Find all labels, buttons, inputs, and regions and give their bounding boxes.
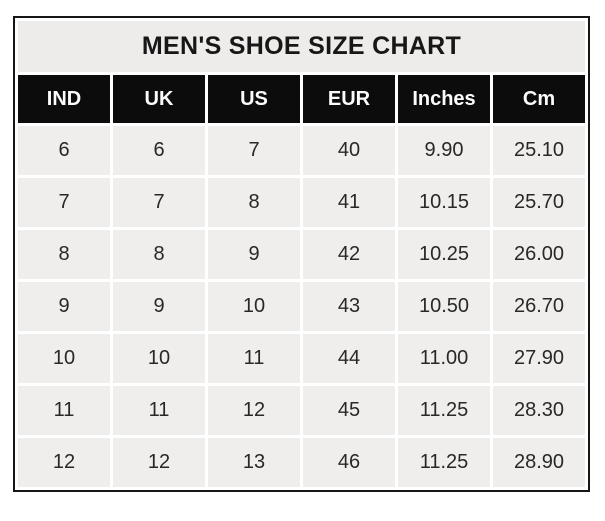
cell-cm-row7: 28.90: [493, 438, 585, 487]
cell-eur-row2: 41: [303, 178, 395, 227]
cell-uk-row4: 9: [113, 282, 205, 331]
column-header-inches: Inches: [398, 75, 490, 123]
cell-eur-row7: 46: [303, 438, 395, 487]
cell-ind-row4: 9: [18, 282, 110, 331]
cell-inches-row2: 10.15: [398, 178, 490, 227]
table-row: 12 12 13 46 11.25 28.90: [18, 438, 585, 487]
table-row: 10 10 11 44 11.00 27.90: [18, 334, 585, 383]
column-header-ind: IND: [18, 75, 110, 123]
cell-ind-row5: 10: [18, 334, 110, 383]
cell-us-row6: 12: [208, 386, 300, 435]
table-row: 6 6 7 40 9.90 25.10: [18, 126, 585, 175]
cell-inches-row1: 9.90: [398, 126, 490, 175]
cell-uk-row3: 8: [113, 230, 205, 279]
cell-eur-row1: 40: [303, 126, 395, 175]
cell-inches-row7: 11.25: [398, 438, 490, 487]
cell-ind-row2: 7: [18, 178, 110, 227]
cell-ind-row1: 6: [18, 126, 110, 175]
cell-uk-row1: 6: [113, 126, 205, 175]
cell-us-row1: 7: [208, 126, 300, 175]
column-header-eur: EUR: [303, 75, 395, 123]
cell-us-row7: 13: [208, 438, 300, 487]
cell-eur-row3: 42: [303, 230, 395, 279]
cell-inches-row3: 10.25: [398, 230, 490, 279]
cell-uk-row5: 10: [113, 334, 205, 383]
cell-eur-row4: 43: [303, 282, 395, 331]
cell-us-row4: 10: [208, 282, 300, 331]
cell-inches-row5: 11.00: [398, 334, 490, 383]
cell-us-row2: 8: [208, 178, 300, 227]
cell-cm-row2: 25.70: [493, 178, 585, 227]
table-row: 11 11 12 45 11.25 28.30: [18, 386, 585, 435]
shoe-size-chart-table: MEN'S SHOE SIZE CHART IND UK US EUR Inches Cm…: [13, 16, 590, 492]
column-header-uk: UK: [113, 75, 205, 123]
cell-inches-row4: 10.50: [398, 282, 490, 331]
chart-title: MEN'S SHOE SIZE CHART: [18, 21, 585, 72]
table-row: 9 9 10 43 10.50 26.70: [18, 282, 585, 331]
cell-cm-row4: 26.70: [493, 282, 585, 331]
cell-eur-row5: 44: [303, 334, 395, 383]
cell-cm-row1: 25.10: [493, 126, 585, 175]
table-row: 7 7 8 41 10.15 25.70: [18, 178, 585, 227]
title-row: MEN'S SHOE SIZE CHART: [18, 21, 585, 72]
cell-uk-row7: 12: [113, 438, 205, 487]
cell-inches-row6: 11.25: [398, 386, 490, 435]
cell-eur-row6: 45: [303, 386, 395, 435]
cell-ind-row3: 8: [18, 230, 110, 279]
cell-us-row3: 9: [208, 230, 300, 279]
column-header-cm: Cm: [493, 75, 585, 123]
table-row: 8 8 9 42 10.25 26.00: [18, 230, 585, 279]
cell-cm-row6: 28.30: [493, 386, 585, 435]
cell-cm-row5: 27.90: [493, 334, 585, 383]
header-row: IND UK US EUR Inches Cm: [18, 75, 585, 123]
cell-uk-row6: 11: [113, 386, 205, 435]
cell-ind-row7: 12: [18, 438, 110, 487]
cell-cm-row3: 26.00: [493, 230, 585, 279]
cell-ind-row6: 11: [18, 386, 110, 435]
cell-uk-row2: 7: [113, 178, 205, 227]
cell-us-row5: 11: [208, 334, 300, 383]
column-header-us: US: [208, 75, 300, 123]
